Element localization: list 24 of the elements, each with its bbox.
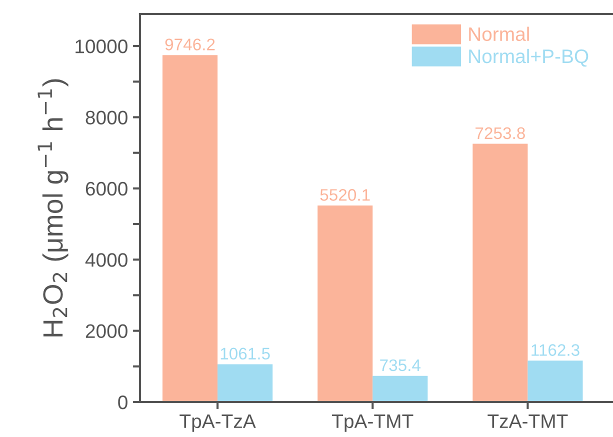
bar [528,360,583,402]
legend-label: Normal [469,26,529,42]
data-label: 1162.3 [532,344,580,356]
text: H$_{2}$O$_{2}$ (μmol g$^{−1}$ h$^{−1}$) [38,79,68,336]
x-tick-label: TpA-TzA [180,414,256,432]
legend-label: Normal+P-BQ [469,48,588,67]
y-tick-label: 10000 [76,40,128,54]
bar [218,364,273,402]
data-label: 7253.8 [476,127,525,140]
bar [372,376,428,402]
bar [318,206,373,402]
data-label: 9746.2 [165,38,215,50]
data-label: 5520.1 [320,189,370,201]
data-label: 735.4 [380,359,421,372]
y-tick-label: 0 [118,395,128,410]
bar [472,144,528,402]
y-tick-label: 4000 [85,253,128,267]
x-tick-label: TpA-TMT [332,414,414,432]
y-tick-label: 8000 [86,110,128,124]
x-tick-label: TzA-TMT [488,414,568,428]
data-label: 1061.5 [220,348,270,360]
y-tick-label: 6000 [86,182,128,196]
y-tick-label: 2000 [86,324,128,338]
bar [162,55,218,402]
